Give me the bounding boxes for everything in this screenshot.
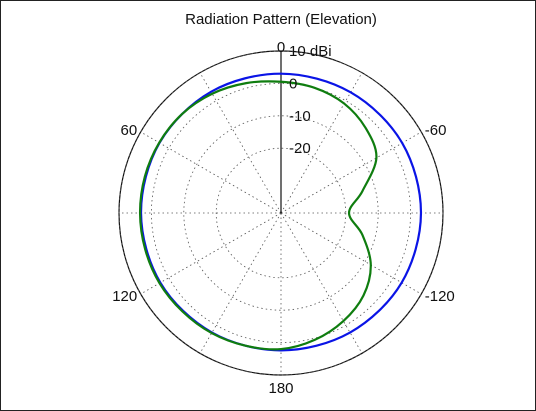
grid-spoke [140, 131, 282, 214]
radial-tick-label: -10 [289, 108, 311, 125]
radial-tick-label: 0 [289, 75, 297, 92]
radial-tick-label: 10 dBi [289, 43, 332, 60]
grid-spoke [199, 72, 282, 214]
angle-label: -60 [425, 122, 447, 139]
angle-label: 120 [112, 288, 137, 305]
grid-spoke [280, 72, 363, 214]
grid-spoke [280, 212, 422, 295]
angle-label: -120 [425, 288, 455, 305]
grid-spoke [280, 212, 363, 354]
angle-label: 60 [121, 122, 138, 139]
angle-label: 0 [277, 39, 285, 56]
polar-grid [118, 50, 444, 376]
series-2-line [138, 80, 378, 351]
grid-spoke [199, 212, 282, 354]
radial-tick-label: -20 [289, 140, 311, 157]
grid-ring [215, 147, 347, 279]
chart-title: Radiation Pattern (Elevation) [185, 11, 377, 28]
grid-ring [118, 50, 444, 376]
series-layer [138, 72, 423, 352]
grid-ring [183, 115, 379, 311]
grid-spoke [140, 212, 282, 295]
angle-label: 180 [268, 380, 293, 397]
grid-ring [150, 82, 412, 344]
grid-spoke [280, 131, 422, 214]
